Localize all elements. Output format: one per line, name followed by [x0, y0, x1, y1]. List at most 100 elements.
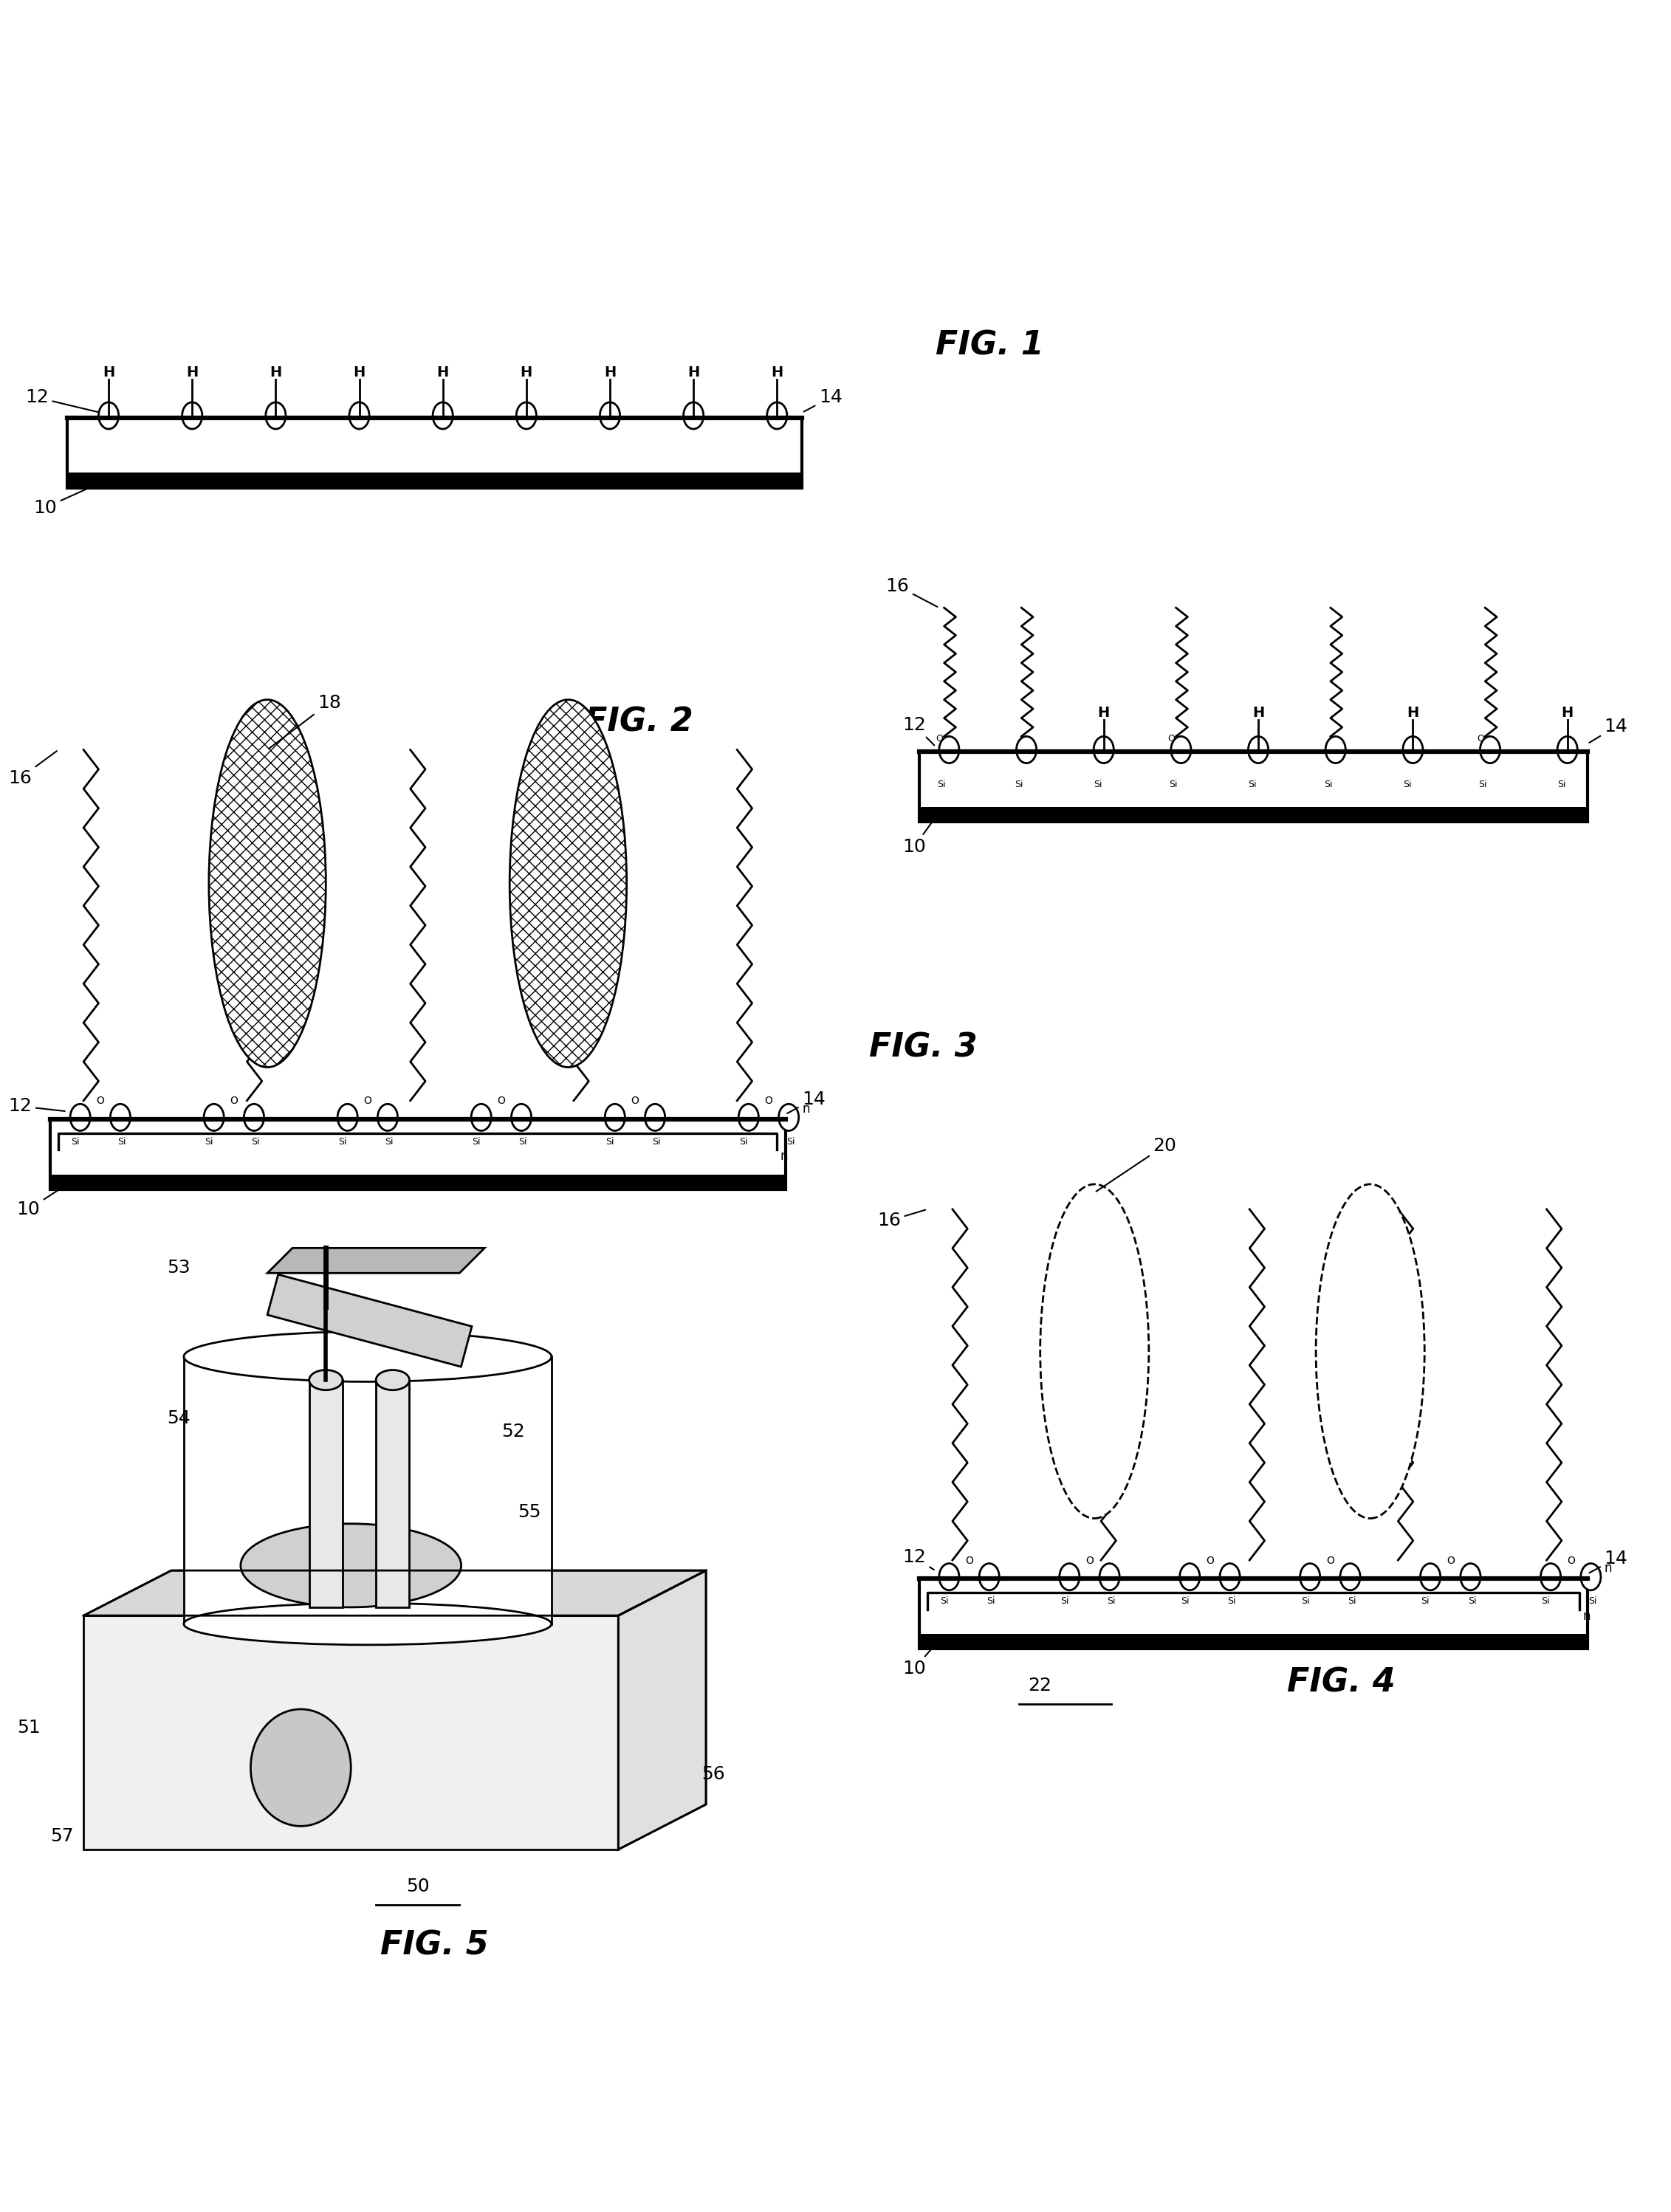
Text: Si: Si [1404, 779, 1412, 790]
Text: Si: Si [1541, 1597, 1551, 1606]
Text: 54: 54 [167, 1409, 190, 1427]
Text: H: H [1098, 706, 1110, 719]
Bar [309, 1380, 343, 1608]
Bar [67, 418, 802, 489]
Text: 10: 10 [17, 1186, 65, 1219]
Ellipse shape [209, 699, 326, 1066]
Bar [919, 1635, 1587, 1648]
Ellipse shape [1100, 1564, 1120, 1590]
Ellipse shape [266, 403, 286, 429]
Text: Si: Si [1479, 779, 1487, 790]
Text: 56: 56 [702, 1765, 725, 1783]
Text: O: O [1168, 734, 1175, 743]
Text: O: O [1327, 1555, 1333, 1566]
Bar [919, 1579, 1587, 1648]
Text: Si: Si [338, 1137, 348, 1146]
Text: 50: 50 [406, 1878, 429, 1896]
Text: O: O [632, 1095, 638, 1106]
Ellipse shape [1317, 1183, 1424, 1517]
Ellipse shape [1059, 1564, 1079, 1590]
Ellipse shape [779, 1104, 799, 1130]
Text: O: O [231, 1095, 237, 1106]
Text: O: O [97, 1095, 104, 1106]
Text: H: H [603, 365, 617, 380]
Text: Si: Si [986, 1597, 996, 1606]
Text: H: H [353, 365, 366, 380]
Text: Si: Si [204, 1137, 214, 1146]
Ellipse shape [184, 1332, 551, 1382]
Text: Si: Si [785, 1137, 795, 1146]
Text: 12: 12 [902, 1548, 934, 1571]
Ellipse shape [1171, 737, 1191, 763]
Ellipse shape [645, 1104, 665, 1130]
Text: Si: Si [1106, 1597, 1116, 1606]
Bar [376, 1380, 409, 1608]
Text: Si: Si [652, 1137, 662, 1146]
Text: FIG. 2: FIG. 2 [585, 706, 693, 737]
Text: 14: 14 [1589, 1551, 1628, 1573]
Text: Si: Si [1557, 779, 1566, 790]
Text: 53: 53 [167, 1259, 190, 1276]
Polygon shape [267, 1248, 485, 1274]
Text: Si: Si [939, 1597, 949, 1606]
Text: 22: 22 [1028, 1677, 1051, 1694]
Text: Si: Si [1587, 1597, 1597, 1606]
Text: Si: Si [937, 779, 946, 790]
Text: Si: Si [1300, 1597, 1310, 1606]
Ellipse shape [251, 1710, 351, 1827]
Ellipse shape [1481, 737, 1501, 763]
Text: FIG. 1: FIG. 1 [936, 330, 1044, 361]
Text: H: H [1252, 706, 1265, 719]
Bar [84, 1615, 618, 1849]
Ellipse shape [309, 1369, 343, 1389]
Ellipse shape [378, 1104, 398, 1130]
Text: H: H [1561, 706, 1574, 719]
Ellipse shape [244, 1104, 264, 1130]
Text: FIG. 4: FIG. 4 [1287, 1666, 1395, 1699]
Text: Si: Si [739, 1137, 749, 1146]
Ellipse shape [1581, 1564, 1601, 1590]
Ellipse shape [99, 403, 119, 429]
Ellipse shape [1248, 737, 1268, 763]
Text: Si: Si [1467, 1597, 1477, 1606]
Text: Si: Si [1059, 1597, 1069, 1606]
Text: O: O [936, 734, 942, 743]
Ellipse shape [1420, 1564, 1440, 1590]
Text: 51: 51 [17, 1719, 40, 1736]
Bar [919, 752, 1587, 823]
Text: O: O [966, 1555, 973, 1566]
Text: 55: 55 [518, 1502, 541, 1520]
Text: Si: Si [518, 1137, 528, 1146]
Text: 16: 16 [8, 752, 57, 787]
Bar [919, 807, 1587, 823]
Text: 12: 12 [902, 717, 934, 745]
Text: Si: Si [384, 1137, 394, 1146]
Ellipse shape [471, 1104, 491, 1130]
Text: 14: 14 [1589, 717, 1628, 743]
Text: H: H [687, 365, 700, 380]
Ellipse shape [511, 1104, 531, 1130]
Ellipse shape [605, 1104, 625, 1130]
Text: Si: Si [117, 1137, 127, 1146]
Text: 14: 14 [804, 389, 842, 411]
Polygon shape [618, 1571, 705, 1849]
Text: O: O [1086, 1555, 1093, 1566]
Ellipse shape [510, 699, 627, 1066]
Ellipse shape [1220, 1564, 1240, 1590]
Text: H: H [269, 365, 282, 380]
Text: n: n [1604, 1562, 1613, 1575]
Bar [184, 1356, 551, 1624]
Ellipse shape [1541, 1564, 1561, 1590]
Text: Si: Si [1170, 779, 1178, 790]
Text: H: H [102, 365, 115, 380]
Ellipse shape [683, 403, 703, 429]
Ellipse shape [1557, 737, 1577, 763]
Ellipse shape [110, 1104, 130, 1130]
Text: Si: Si [1180, 1597, 1190, 1606]
Text: n: n [780, 1150, 789, 1164]
Text: Si: Si [251, 1137, 261, 1146]
Text: 52: 52 [501, 1422, 525, 1440]
Text: Si: Si [605, 1137, 615, 1146]
Ellipse shape [184, 1604, 551, 1646]
Ellipse shape [516, 403, 536, 429]
